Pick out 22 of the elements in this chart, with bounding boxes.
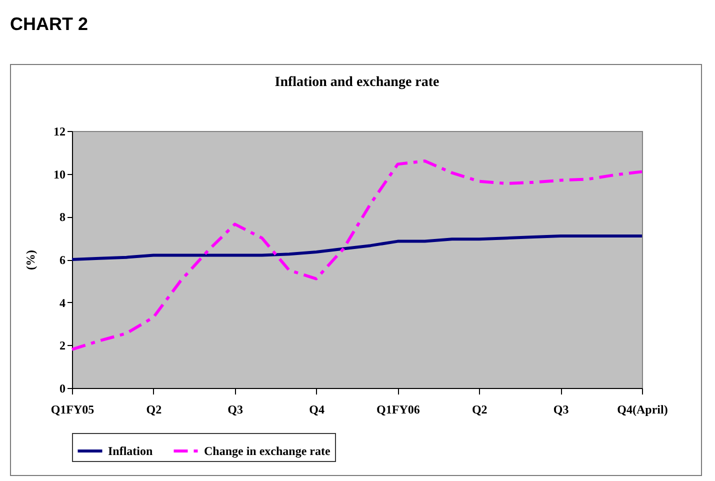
y-axis-title: (%) [24,250,38,270]
x-tick-label: Q2 [146,402,162,416]
y-tick-label: 10 [54,167,66,182]
y-tick-label: 8 [60,210,66,224]
chart-title: CHART 2 [10,14,90,36]
x-tick-label: Q4(April) [617,402,668,416]
x-tick-label: Q3 [553,402,569,416]
y-tick-label: 4 [60,296,66,310]
y-tick-label: 6 [60,253,66,267]
x-tick-label: Q2 [472,402,488,416]
legend-label: Change in exchange rate [204,444,331,458]
legend-label: Inflation [108,444,154,458]
line-series [70,234,644,261]
x-tick-label: Q3 [228,402,244,416]
y-tick-label: 12 [54,124,66,138]
y-tick-label: 0 [60,382,66,396]
line-series [70,159,644,351]
y-tick-label: 2 [60,338,66,353]
chart-subtitle: Inflation and exchange rate [274,75,440,90]
x-tick-label: Q1FY05 [50,402,94,416]
x-tick-label: Q1FY06 [376,402,420,416]
x-tick-label: Q4 [309,402,324,416]
